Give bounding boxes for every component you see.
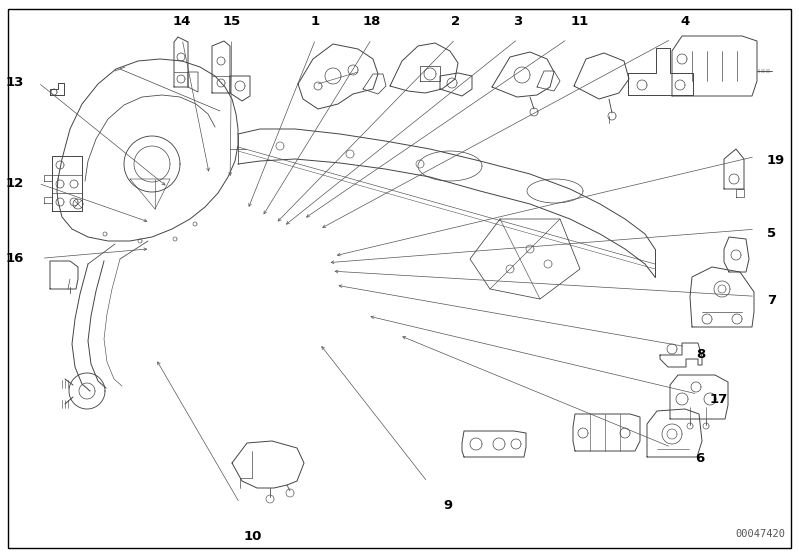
Text: 13: 13 (6, 76, 24, 89)
Text: 1: 1 (311, 15, 320, 28)
Text: 4: 4 (681, 15, 690, 28)
Text: 17: 17 (710, 393, 728, 406)
Polygon shape (470, 219, 580, 299)
Text: 12: 12 (6, 177, 24, 190)
Text: 8: 8 (697, 348, 706, 362)
Text: 6: 6 (695, 452, 705, 465)
Text: 10: 10 (244, 530, 261, 543)
Text: 9: 9 (443, 499, 452, 511)
Text: 15: 15 (223, 15, 240, 28)
Text: 00047420: 00047420 (735, 529, 785, 539)
Text: 7: 7 (767, 294, 776, 307)
Text: 16: 16 (6, 252, 24, 265)
Text: 18: 18 (363, 15, 380, 28)
Text: 11: 11 (570, 15, 588, 28)
Text: 5: 5 (767, 227, 776, 240)
Polygon shape (57, 59, 238, 241)
Text: 14: 14 (173, 15, 191, 28)
Text: 3: 3 (513, 15, 523, 28)
Text: 19: 19 (767, 154, 785, 168)
Text: 2: 2 (451, 15, 460, 28)
